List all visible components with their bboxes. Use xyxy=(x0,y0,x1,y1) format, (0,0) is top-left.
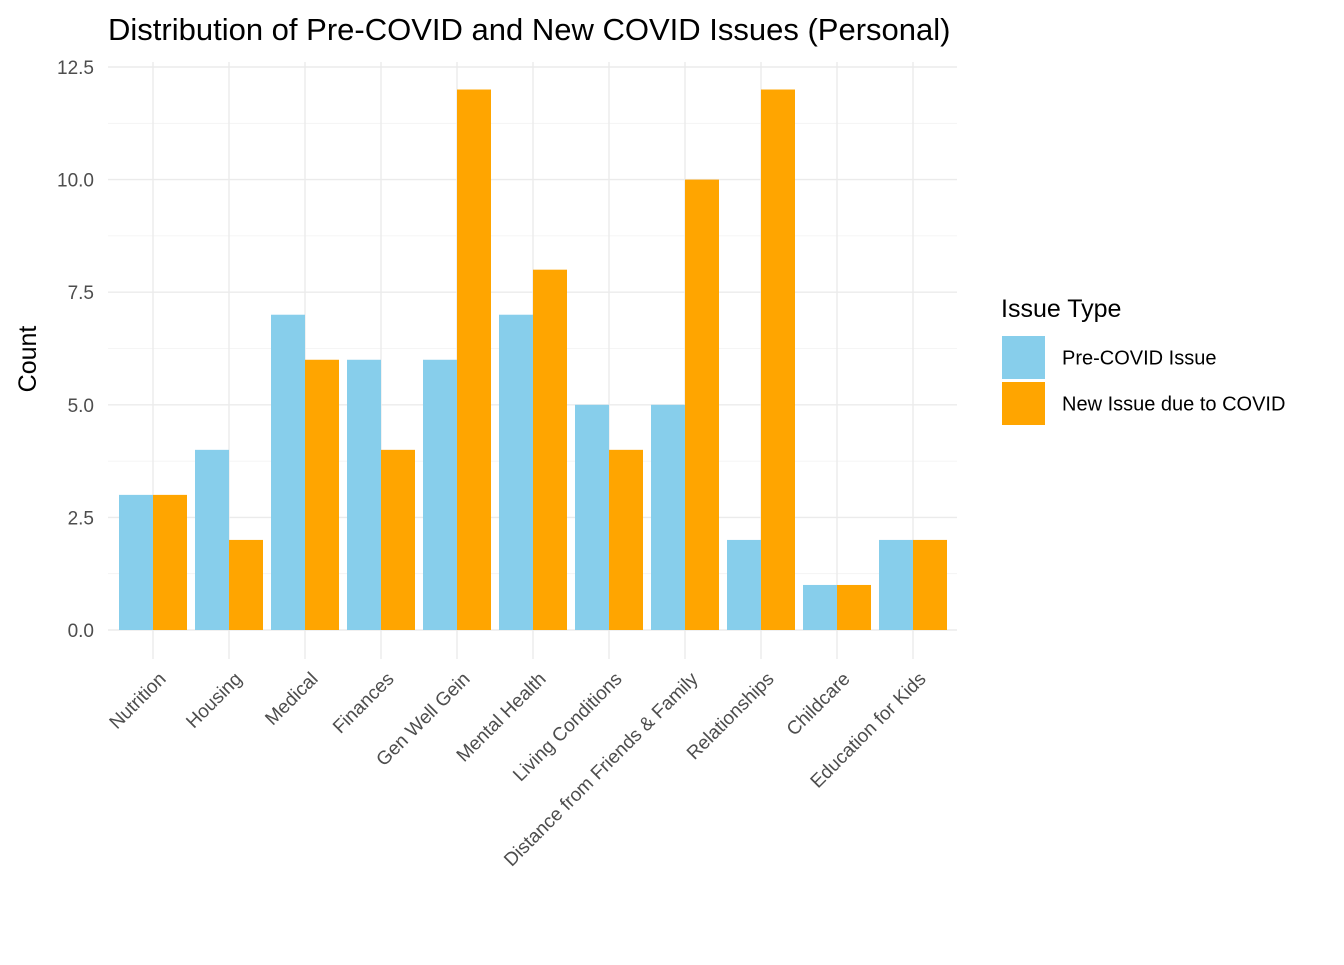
legend-label-pre-covid: Pre-COVID Issue xyxy=(1062,348,1216,370)
chart-title: Distribution of Pre-COVID and New COVID … xyxy=(108,12,950,47)
bar-pre-covid-1 xyxy=(195,449,229,630)
legend-key-new-covid xyxy=(1002,382,1045,425)
y-tick-label: 2.5 xyxy=(68,508,94,529)
bars xyxy=(119,89,947,630)
y-axis-title: Count xyxy=(14,326,42,393)
bar-new-covid-8 xyxy=(761,89,795,630)
bar-pre-covid-7 xyxy=(651,404,685,630)
bar-pre-covid-5 xyxy=(499,314,533,630)
bar-new-covid-0 xyxy=(153,494,187,630)
legend-title: Issue Type xyxy=(1001,295,1121,323)
bar-pre-covid-4 xyxy=(423,359,457,630)
x-tick-label: Nutrition xyxy=(106,669,171,734)
x-tick-label: Finances xyxy=(329,669,398,738)
bar-pre-covid-10 xyxy=(879,539,913,630)
y-tick-label: 5.0 xyxy=(68,396,94,417)
legend-items: Pre-COVID Issue New Issue due to COVID xyxy=(1002,336,1285,425)
y-axis-ticks: 0.0 2.5 5.0 7.5 10.0 12.5 xyxy=(57,58,94,642)
bar-new-covid-5 xyxy=(533,269,567,630)
legend-key-pre-covid xyxy=(1002,336,1045,379)
bar-pre-covid-9 xyxy=(803,584,837,630)
bar-new-covid-10 xyxy=(913,539,947,630)
x-tick-label: Medical xyxy=(261,669,322,730)
bar-new-covid-7 xyxy=(685,179,719,630)
legend-label-new-covid: New Issue due to COVID xyxy=(1062,394,1285,416)
bar-new-covid-1 xyxy=(229,539,263,630)
bar-pre-covid-0 xyxy=(119,494,153,630)
y-tick-label: 0.0 xyxy=(68,621,94,642)
bar-pre-covid-8 xyxy=(727,539,761,630)
y-tick-label: 7.5 xyxy=(68,283,94,304)
x-tick-label: Childcare xyxy=(783,669,855,741)
y-tick-label: 10.0 xyxy=(57,171,94,192)
bar-pre-covid-6 xyxy=(575,404,609,630)
bar-pre-covid-3 xyxy=(347,359,381,630)
bar-new-covid-4 xyxy=(457,89,491,630)
y-tick-label: 12.5 xyxy=(57,58,94,79)
x-tick-label: Housing xyxy=(182,669,246,733)
bar-new-covid-2 xyxy=(305,359,339,630)
bar-pre-covid-2 xyxy=(271,314,305,630)
legend: Issue Type Pre-COVID Issue New Issue due … xyxy=(1001,295,1285,425)
bar-new-covid-9 xyxy=(837,584,871,630)
bar-new-covid-3 xyxy=(381,449,415,630)
bar-new-covid-6 xyxy=(609,449,643,630)
